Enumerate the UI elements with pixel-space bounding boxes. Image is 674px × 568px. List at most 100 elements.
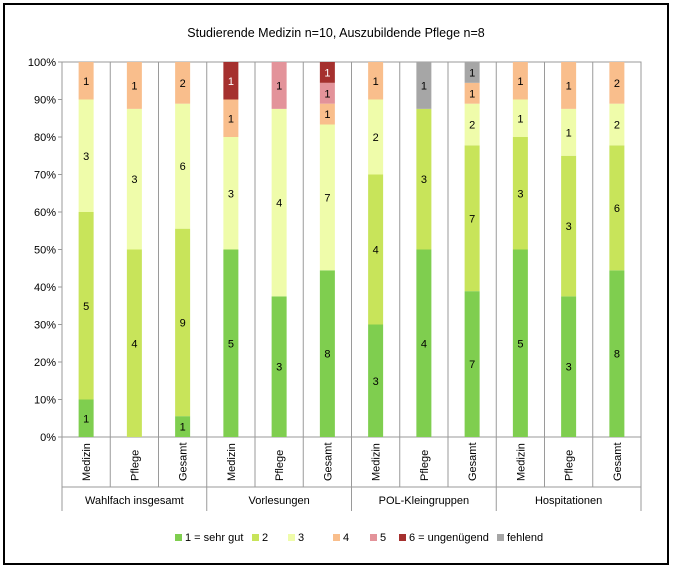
data-label: 2 (469, 120, 475, 132)
chart-title: Studierende Medizin n=10, Auszubildende … (187, 26, 485, 40)
bar-segment (368, 324, 384, 437)
bar-segment (78, 99, 94, 212)
x-tick-label: Medizin (226, 443, 238, 481)
y-tick-label: 0% (40, 432, 56, 444)
bar-segment (78, 399, 94, 437)
bar-segment (175, 228, 191, 417)
x-tick-label: Gesamt (178, 442, 190, 481)
stacked-bar-chart: 0% 10% 20% 30% 40% 50% 60% 70% 80% 90% 100% 1 5 3 1 Med… (28, 57, 642, 544)
bar-segment (464, 62, 480, 83)
bar-segment (609, 103, 625, 146)
bar-segment (512, 137, 528, 250)
bar-segment (512, 62, 528, 100)
bar-segment (126, 108, 142, 250)
y-tick-label: 60% (34, 207, 56, 219)
legend-label: 6 = ungenügend (409, 532, 489, 544)
bar-segment (609, 270, 625, 437)
legend-swatch (370, 534, 377, 541)
bar-segment (368, 174, 384, 325)
bar-segment (271, 62, 287, 109)
data-label: 1 (228, 76, 234, 88)
bar-segment (368, 62, 384, 100)
data-label: 1 (324, 88, 330, 100)
legend-swatch (252, 534, 259, 541)
legend-swatch (399, 534, 406, 541)
data-label: 8 (614, 349, 620, 361)
data-label: 8 (324, 349, 330, 361)
bar-segment (512, 249, 528, 437)
bar-segment (512, 99, 528, 137)
bar-segment (561, 108, 577, 156)
group-label: Wahlfach insgesamt (85, 495, 184, 507)
bar-segment (561, 155, 577, 297)
data-label: 4 (276, 198, 282, 210)
data-label: 1 (373, 76, 379, 88)
legend-label: 5 (380, 532, 386, 544)
data-label: 1 (131, 80, 137, 92)
y-tick-label: 30% (34, 320, 56, 332)
bar-segment (126, 62, 142, 109)
bar-segment (464, 103, 480, 146)
data-label: 5 (83, 301, 89, 313)
x-tick-label: Pflege (274, 450, 286, 481)
legend-label: 1 = sehr gut (185, 532, 243, 544)
bar-segment (561, 296, 577, 437)
legend-label: fehlend (507, 532, 543, 544)
y-tick-label: 70% (34, 170, 56, 182)
bar-segment (464, 82, 480, 104)
bar-segment (416, 249, 432, 437)
bar-segment (609, 62, 625, 104)
data-label: 1 (566, 80, 572, 92)
data-label: 3 (83, 151, 89, 163)
data-label: 6 (614, 203, 620, 215)
y-tick-label: 10% (34, 395, 56, 407)
bar-segment (271, 296, 287, 437)
data-label: 7 (469, 213, 475, 225)
y-tick-label: 100% (28, 57, 56, 69)
data-label: 2 (373, 132, 379, 144)
bar-segment (271, 108, 287, 297)
x-tick-label: Gesamt (612, 442, 624, 481)
bar-segment (175, 416, 191, 437)
bar-segment (223, 62, 239, 100)
legend-swatch (333, 534, 340, 541)
data-label: 1 (83, 76, 89, 88)
data-label: 3 (228, 188, 234, 200)
data-label: 4 (131, 338, 137, 350)
y-tick-label: 50% (34, 245, 56, 257)
bar-segment (223, 99, 239, 137)
data-label: 1 (83, 413, 89, 425)
data-label: 7 (469, 359, 475, 371)
bar-segment (223, 137, 239, 250)
data-label: 3 (566, 221, 572, 233)
data-label: 1 (324, 109, 330, 121)
data-label: 5 (228, 338, 234, 350)
data-label: 2 (614, 120, 620, 132)
bar-segment (78, 212, 94, 400)
data-label: 1 (517, 113, 523, 125)
group-label: Hospitationen (535, 495, 602, 507)
bar-segment (175, 62, 191, 104)
bar-segment (464, 145, 480, 292)
x-tick-label: Gesamt (467, 442, 479, 481)
data-label: 3 (373, 376, 379, 388)
x-tick-label: Pflege (129, 450, 141, 481)
x-tick-label: Gesamt (322, 442, 334, 481)
data-label: 9 (180, 317, 186, 329)
data-label: 1 (566, 127, 572, 139)
data-label: 1 (228, 113, 234, 125)
data-label: 1 (324, 67, 330, 79)
data-label: 3 (421, 174, 427, 186)
y-tick-label: 80% (34, 132, 56, 144)
bar-segment (609, 145, 625, 271)
bar-segment (416, 62, 432, 109)
bar-segment (319, 103, 335, 125)
bar-segment (416, 108, 432, 250)
data-label: 4 (421, 338, 427, 350)
bar-segment (319, 62, 335, 83)
data-label: 1 (180, 422, 186, 434)
x-tick-label: Pflege (564, 450, 576, 481)
data-label: 3 (131, 174, 137, 186)
bar-segment (175, 103, 191, 229)
bar-segment (223, 249, 239, 437)
